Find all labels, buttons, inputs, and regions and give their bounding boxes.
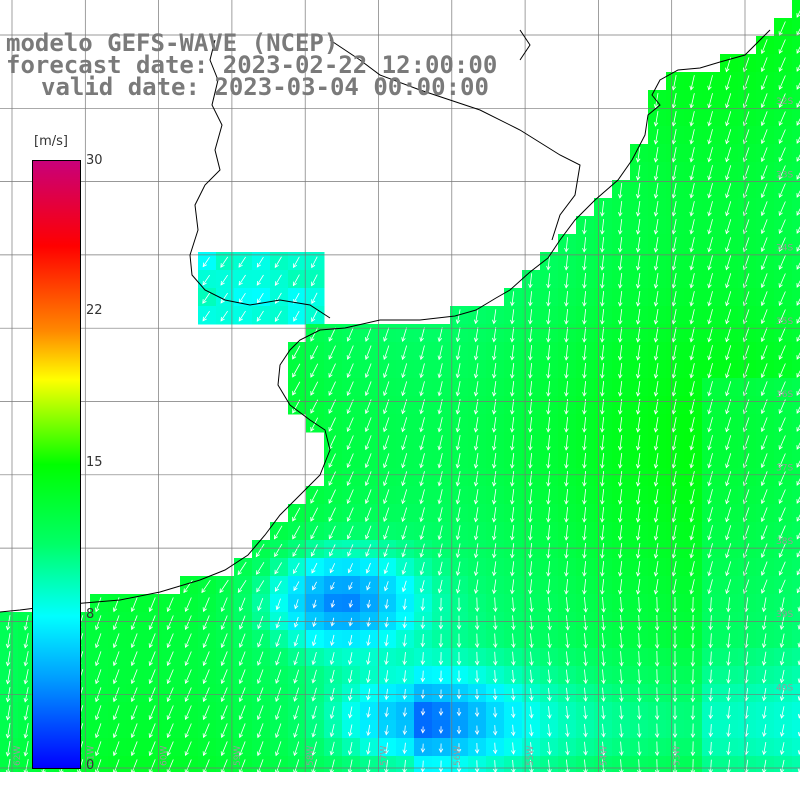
bottom-margin: [0, 772, 800, 800]
lat-label: 36S: [776, 390, 793, 400]
colorbar-tick-8: 8: [86, 607, 94, 622]
title-valid-date: valid date: 2023-03-04 00:00:00: [41, 75, 489, 99]
colorbar-unit: [m/s]: [34, 134, 68, 149]
lat-label: 32S: [776, 97, 793, 107]
lon-label: 55W: [526, 746, 536, 766]
colorbar-tick-22: 22: [86, 303, 103, 318]
lon-label: 59W: [233, 746, 243, 766]
colorbar-tick-30: 30: [86, 153, 103, 168]
lat-label: 34S: [776, 244, 793, 254]
lat-label: 33S: [776, 170, 793, 180]
lon-label: 60W: [160, 746, 170, 766]
lat-label: 35S: [776, 317, 793, 327]
colorbar: [32, 160, 81, 769]
lon-label: 58W: [306, 746, 316, 766]
lat-label: 37S: [776, 464, 793, 474]
lat-label: 40S: [776, 683, 793, 693]
colorbar-tick-15: 15: [86, 455, 103, 470]
lon-label: 56W: [453, 746, 463, 766]
lon-label: 57W: [380, 746, 390, 766]
lat-label: 38S: [776, 537, 793, 547]
lon-label: 53W: [673, 746, 683, 766]
lon-label: 62W: [13, 746, 23, 766]
lat-label: 39S: [776, 610, 793, 620]
colorbar-tick-0: 0: [86, 758, 94, 773]
lon-label: 54W: [599, 746, 609, 766]
